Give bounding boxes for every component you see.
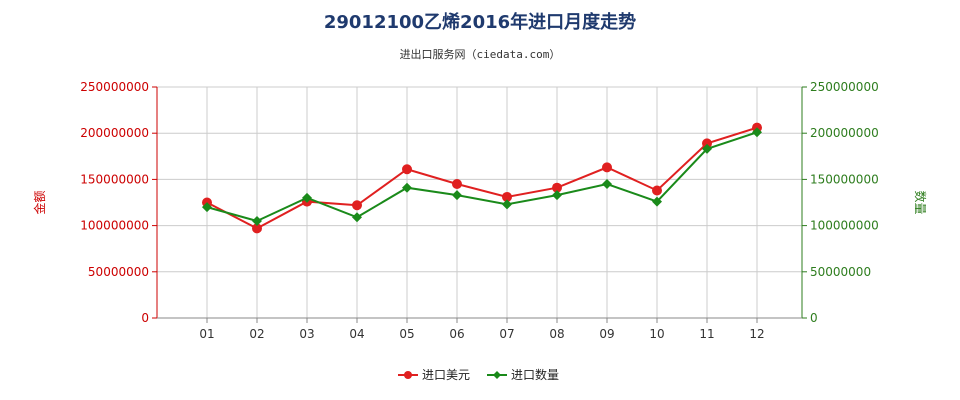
- left-tick-label: 100000000: [80, 219, 149, 233]
- usd-point: [352, 200, 362, 211]
- grid: [157, 86, 802, 319]
- quantity-point: [602, 179, 612, 190]
- x-tick-label: 03: [299, 327, 314, 341]
- left-tick-label: 150000000: [80, 172, 149, 186]
- x-tick-label: 08: [549, 327, 564, 341]
- quantity-point: [202, 202, 212, 213]
- usd-point: [702, 138, 712, 149]
- axes: 0 50000000 100000000 150000000 200000000 2500…: [32, 80, 928, 341]
- usd-point: [502, 191, 512, 202]
- x-tick-label: 06: [449, 327, 464, 341]
- usd-point: [552, 182, 562, 193]
- series-line-quantity: [206, 131, 758, 223]
- quantity-point: [252, 215, 262, 226]
- usd-point: [602, 162, 612, 173]
- x-tick-label: 01: [199, 327, 214, 341]
- x-tick-label: 09: [599, 327, 614, 341]
- quantity-point: [552, 190, 562, 201]
- chart-subtitle: 进出口服务网（ciedata.com）: [399, 48, 561, 61]
- usd-point: [402, 164, 412, 175]
- quantity-point: [452, 190, 462, 201]
- quantity-point: [702, 143, 712, 154]
- quantity-point: [302, 192, 312, 203]
- series-line-usd: [206, 126, 758, 230]
- quantity-point: [352, 212, 362, 223]
- quantity-point: [652, 196, 662, 207]
- usd-point: [652, 185, 662, 196]
- usd-point: [252, 223, 262, 234]
- legend-marker-quantity: [493, 371, 501, 379]
- right-tick-label: 150000000: [810, 172, 879, 186]
- left-tick-label: 250000000: [80, 80, 149, 94]
- left-tick-label: 0: [141, 311, 149, 325]
- legend-label-quantity: 进口数量: [511, 367, 559, 382]
- x-tick-label: 11: [699, 327, 714, 341]
- x-tick-label: 10: [649, 327, 664, 341]
- x-tick-label: 04: [349, 327, 364, 341]
- quantity-point: [752, 127, 762, 138]
- right-tick-label: 50000000: [810, 265, 871, 279]
- legend: 进口美元 进口数量: [398, 367, 559, 382]
- right-tick-label: 100000000: [810, 219, 879, 233]
- series: [202, 122, 762, 234]
- left-tick-label: 50000000: [88, 265, 149, 279]
- quantity-point: [402, 182, 412, 193]
- x-tick-label: 12: [749, 327, 764, 341]
- left-tick-label: 200000000: [80, 126, 149, 140]
- right-tick-label: 250000000: [810, 80, 879, 94]
- legend-label-usd: 进口美元: [422, 368, 470, 382]
- legend-marker-usd: [404, 371, 412, 379]
- right-tick-label: 200000000: [810, 126, 879, 140]
- chart-title: 29012100乙烯2016年进口月度走势: [323, 12, 637, 33]
- right-axis-title: 数量: [913, 190, 928, 214]
- x-tick-label: 07: [499, 327, 514, 341]
- right-tick-label: 0: [810, 311, 818, 325]
- left-axis-title: 金额: [32, 190, 47, 214]
- x-tick-label: 05: [399, 327, 414, 341]
- usd-point: [452, 179, 462, 190]
- x-tick-label: 02: [249, 327, 264, 341]
- quantity-point: [502, 199, 512, 210]
